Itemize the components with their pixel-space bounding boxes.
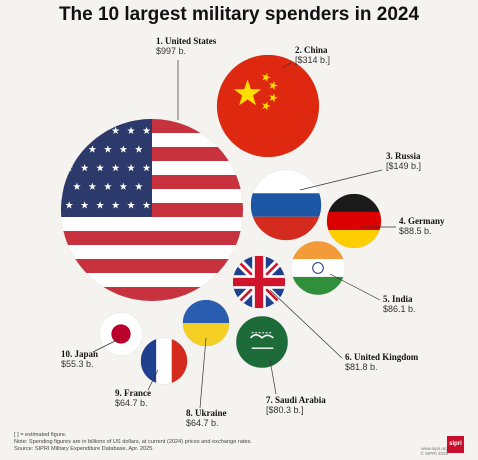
value-label: $64.7 b. bbox=[186, 418, 219, 428]
bubble-outline bbox=[99, 312, 143, 356]
site-url: www.sipri.org bbox=[421, 446, 448, 451]
country-label: 1. United States bbox=[156, 36, 217, 46]
bubble-outline bbox=[216, 54, 320, 158]
value-label: $88.5 b. bbox=[399, 226, 432, 236]
leader-line bbox=[299, 169, 383, 191]
value-label: $81.8 b. bbox=[345, 362, 378, 372]
country-label: 4. Germany bbox=[399, 216, 445, 226]
uk-flag-icon bbox=[232, 255, 286, 309]
leader-line bbox=[329, 273, 381, 301]
country-label: 10. Japan bbox=[61, 349, 98, 359]
sipri-logo: sipri bbox=[447, 436, 464, 453]
chart-title: The 10 largest military spenders in 2024 bbox=[58, 4, 420, 25]
bubble-outline bbox=[232, 255, 286, 309]
value-label: [$314 b.] bbox=[295, 55, 330, 65]
country-label: 3. Russia bbox=[386, 151, 421, 161]
leader-line bbox=[92, 339, 118, 353]
leader-line bbox=[147, 369, 159, 391]
footer: [ ] = estimated figure. Note: Spending f… bbox=[14, 432, 434, 453]
estimate-legend-note: [ ] = estimated figure. bbox=[14, 432, 67, 438]
credits: www.sipri.org © SIPRI 2025 bbox=[402, 446, 448, 456]
country-label: 7. Saudi Arabia bbox=[266, 395, 326, 405]
leader-line bbox=[282, 61, 293, 69]
copyright: © SIPRI 2025 bbox=[420, 451, 448, 456]
source-note: Source: SIPRI Military Expenditure Datab… bbox=[14, 446, 154, 452]
leader-line bbox=[269, 289, 343, 359]
china-flag-icon bbox=[216, 54, 320, 158]
bubble-outline bbox=[235, 315, 289, 369]
country-label: 8. Ukraine bbox=[186, 408, 227, 418]
value-label: $64.7 b. bbox=[115, 398, 148, 408]
bubble-outline bbox=[250, 169, 322, 241]
country-label: 6. United Kingdom bbox=[345, 352, 419, 362]
value-label: $55.3 b. bbox=[61, 359, 94, 369]
value-label: $86.1 b. bbox=[383, 304, 416, 314]
bubble-outline bbox=[182, 299, 230, 347]
footer-note: Note: Spending figures are in billions o… bbox=[14, 439, 252, 445]
value-label: [$149 b.] bbox=[386, 161, 421, 171]
saudi-flag-icon bbox=[236, 316, 288, 368]
bubble-outline bbox=[60, 118, 244, 302]
value-label: [$80.3 b.] bbox=[266, 405, 304, 415]
leader-line bbox=[269, 359, 277, 395]
bubble-outline bbox=[290, 240, 346, 296]
japan-flag-icon bbox=[99, 312, 143, 356]
value-label: $997 b. bbox=[156, 46, 186, 56]
country-label: 9. France bbox=[115, 388, 151, 398]
us-flag-icon bbox=[61, 119, 243, 301]
country-label: 2. China bbox=[295, 45, 328, 55]
russia-flag-icon bbox=[250, 169, 322, 241]
country-label: 5. India bbox=[383, 294, 413, 304]
bubble-outline bbox=[140, 337, 188, 385]
france-flag-icon bbox=[140, 337, 188, 385]
india-flag-icon bbox=[291, 241, 345, 295]
germany-flag-icon bbox=[326, 193, 382, 249]
leader-line bbox=[199, 337, 207, 409]
ukraine-flag-icon bbox=[182, 299, 230, 347]
bubble-outline bbox=[326, 193, 382, 249]
